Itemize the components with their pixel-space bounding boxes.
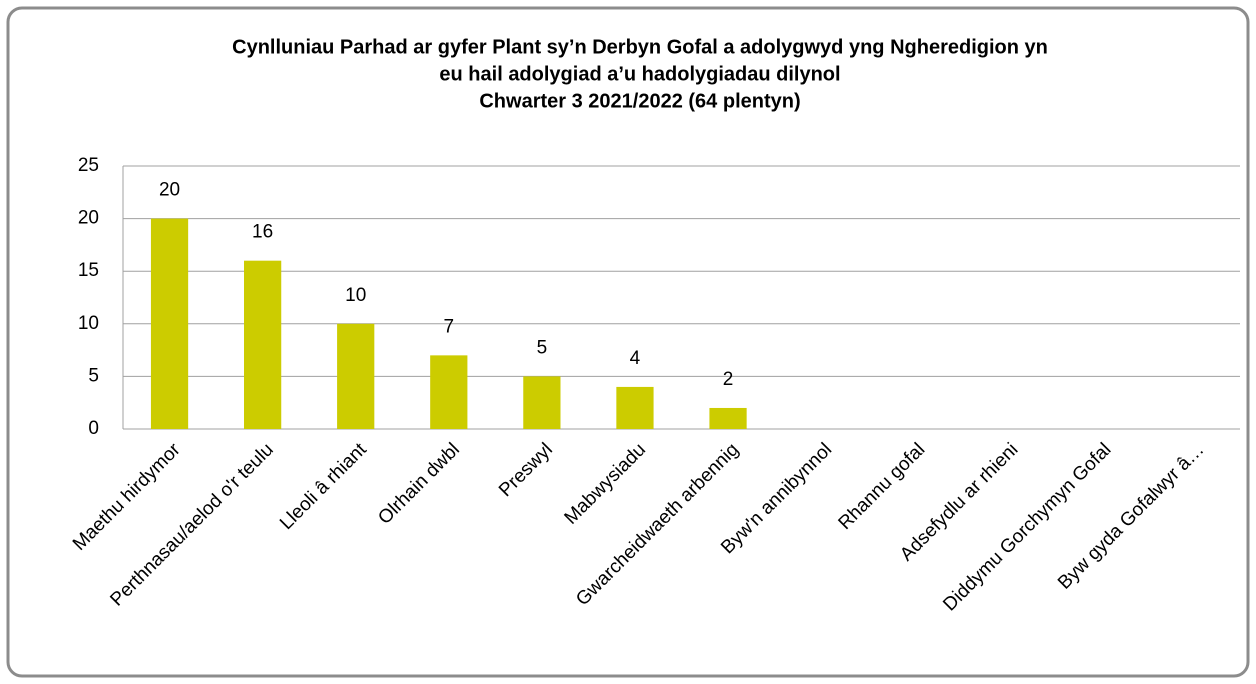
data-label: 16 [252, 222, 273, 243]
y-tick-label: 5 [88, 365, 99, 386]
data-label: 20 [159, 180, 180, 201]
chart-title: Cynlluniau Parhad ar gyfer Plant sy’n De… [232, 36, 1048, 58]
data-label: 4 [630, 348, 641, 369]
bar [244, 260, 282, 429]
chart-title: Chwarter 3 2021/2022 (64 plentyn) [479, 90, 800, 112]
bar [709, 407, 747, 429]
bar [150, 218, 189, 429]
bar [430, 355, 468, 429]
y-tick-label: 25 [78, 155, 99, 176]
chart-title: eu hail adolygiad a’u hadolygiadau dilyn… [439, 63, 840, 85]
data-label: 10 [345, 285, 366, 306]
y-tick-label: 10 [78, 313, 99, 334]
bar [616, 386, 654, 429]
y-tick-label: 0 [88, 418, 99, 439]
y-tick-label: 20 [78, 208, 99, 229]
chart-frame [6, 6, 1250, 678]
data-label: 2 [723, 369, 734, 390]
data-label: 7 [444, 316, 455, 337]
data-label: 5 [537, 337, 548, 358]
y-tick-label: 15 [78, 260, 99, 281]
bar [337, 323, 375, 429]
bar [523, 376, 561, 429]
